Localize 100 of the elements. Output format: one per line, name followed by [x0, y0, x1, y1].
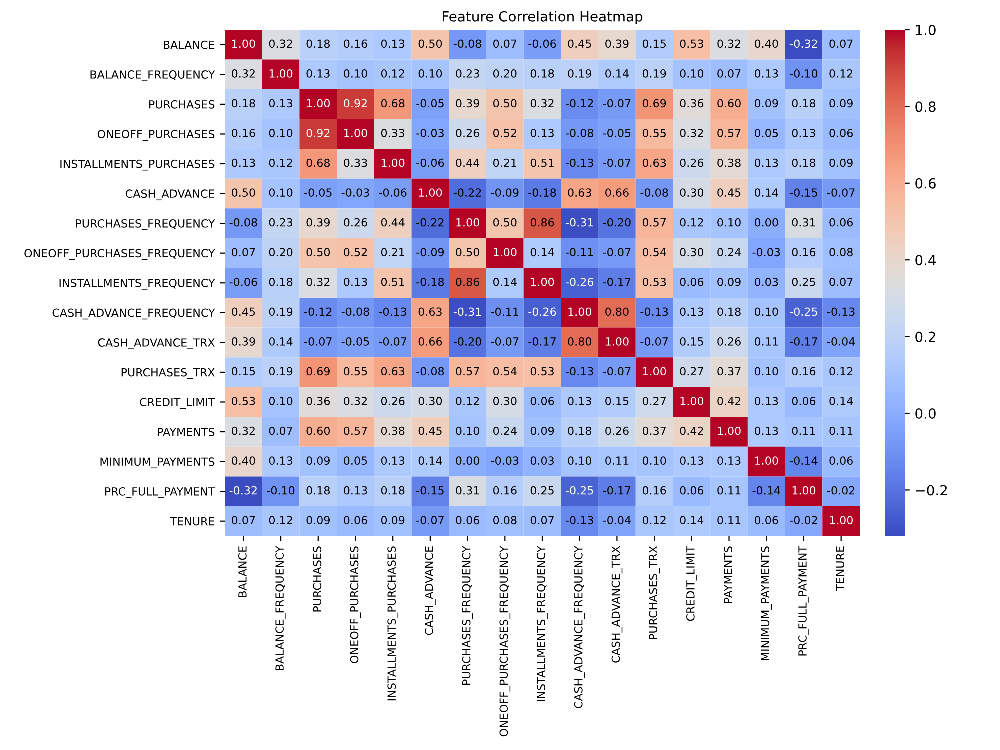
data-label: 0.50	[456, 248, 480, 257]
data-label: 0.42	[680, 426, 704, 436]
data-label: 0.09	[306, 456, 330, 466]
data-label: 0.30	[680, 248, 704, 257]
data-label: 0.07	[718, 69, 741, 78]
data-label: 0.24	[718, 248, 742, 257]
data-label: -0.03	[342, 188, 370, 198]
data-label: 0.12	[381, 69, 404, 78]
data-label: 0.20	[269, 248, 293, 257]
data-label: 0.13	[381, 456, 405, 466]
data-label: 0.10	[718, 218, 741, 227]
y-tick-label: ONEOFF_PURCHASES_FREQUENCY	[24, 249, 216, 260]
data-label: 0.13	[344, 278, 368, 286]
y-tick-label: INSTALLMENTS_PURCHASES	[60, 160, 215, 171]
data-label: 0.57	[642, 218, 666, 227]
data-label: 0.10	[269, 188, 293, 198]
data-label: 0.52	[344, 248, 367, 257]
data-label: 0.31	[792, 218, 816, 227]
data-label: 0.26	[456, 129, 480, 138]
data-label: 0.14	[269, 338, 293, 346]
y-tick-label: PAYMENTS	[158, 428, 215, 436]
y-tick-label: PURCHASES	[150, 100, 215, 109]
data-label: -0.03	[416, 129, 444, 138]
y-tick-label: INSTALLMENTS_FREQUENCY	[60, 279, 216, 290]
data-label: 0.51	[381, 278, 404, 286]
data-label: 0.10	[269, 397, 293, 406]
data-label: 0.33	[381, 129, 405, 138]
data-label: 0.53	[680, 40, 704, 48]
data-label: 0.86	[456, 278, 480, 286]
x-tick-label: PURCHASES	[313, 546, 322, 612]
data-label: 0.13	[306, 69, 330, 78]
data-label: 0.54	[642, 248, 666, 257]
data-label: 0.10	[456, 426, 480, 436]
data-label: -0.08	[454, 40, 482, 48]
data-label: -0.05	[342, 338, 370, 346]
data-label: -0.07	[603, 99, 631, 108]
data-label: 1.00	[606, 338, 629, 346]
data-label: 0.18	[568, 426, 592, 436]
data-label: 0.63	[418, 308, 442, 316]
data-label: 0.86	[530, 218, 554, 227]
data-label: -0.18	[528, 188, 556, 198]
data-label: 1.00	[270, 69, 293, 78]
data-label: 0.14	[530, 248, 554, 257]
data-label: -0.17	[528, 338, 556, 346]
data-label: 0.14	[680, 516, 704, 525]
data-label: 0.10	[680, 69, 704, 78]
x-tick-label: BALANCE	[238, 546, 247, 598]
data-label: 0.32	[232, 426, 255, 436]
data-label: 0.10	[642, 456, 666, 466]
data-label: 0.57	[718, 129, 741, 138]
data-label: 0.26	[680, 158, 704, 168]
data-label: 0.27	[642, 397, 666, 406]
data-label: 0.14	[830, 397, 854, 406]
data-label: 0.33	[344, 158, 368, 168]
data-label: -0.10	[790, 69, 818, 78]
data-label: 0.10	[269, 129, 293, 138]
data-label: -0.26	[566, 278, 594, 286]
data-label: -0.13	[827, 308, 855, 316]
data-label: 1.00	[792, 486, 816, 495]
data-label: 0.07	[232, 516, 256, 525]
data-label: 0.13	[269, 99, 293, 108]
data-label: 0.20	[494, 69, 517, 78]
data-label: -0.11	[566, 248, 594, 257]
data-label: 0.36	[306, 397, 330, 406]
data-label: 0.30	[418, 397, 442, 406]
data-label: 0.19	[269, 367, 293, 376]
data-label: 0.16	[792, 367, 816, 376]
data-label: 0.44	[456, 158, 480, 168]
data-label: 0.06	[830, 456, 853, 466]
y-tick-label: ONEOFF_PURCHASES	[98, 130, 215, 141]
data-label: -0.04	[603, 516, 631, 525]
data-label: 0.19	[642, 69, 666, 78]
data-label: 0.11	[830, 426, 853, 436]
data-label: 0.80	[568, 338, 592, 346]
data-label: 0.69	[642, 99, 666, 108]
data-label: 0.53	[642, 278, 666, 286]
data-label: -0.02	[827, 486, 855, 495]
data-label: -0.07	[640, 338, 668, 346]
data-label: 0.09	[381, 516, 405, 525]
data-label: 0.44	[381, 218, 405, 227]
data-label: 0.18	[792, 99, 816, 108]
data-label: 0.13	[718, 456, 741, 466]
data-label: 0.32	[269, 40, 292, 48]
data-label: 0.37	[718, 367, 741, 376]
data-label: -0.05	[603, 129, 631, 138]
data-label: 0.92	[344, 99, 367, 108]
data-label: 0.13	[754, 158, 778, 168]
data-label: 1.00	[568, 308, 592, 316]
data-label: 0.50	[306, 248, 330, 257]
data-label: -0.32	[230, 486, 257, 495]
data-label: 0.09	[830, 99, 853, 108]
data-label: 0.40	[754, 40, 778, 48]
data-label: 0.55	[642, 129, 666, 138]
data-label: -0.08	[416, 367, 444, 376]
data-label: 0.68	[306, 158, 330, 168]
data-label: 1.00	[232, 40, 256, 48]
data-label: 0.13	[232, 158, 256, 168]
data-label: 0.39	[232, 338, 256, 346]
data-label: 0.14	[418, 456, 442, 466]
color-bar-label: 0.8	[916, 102, 936, 112]
